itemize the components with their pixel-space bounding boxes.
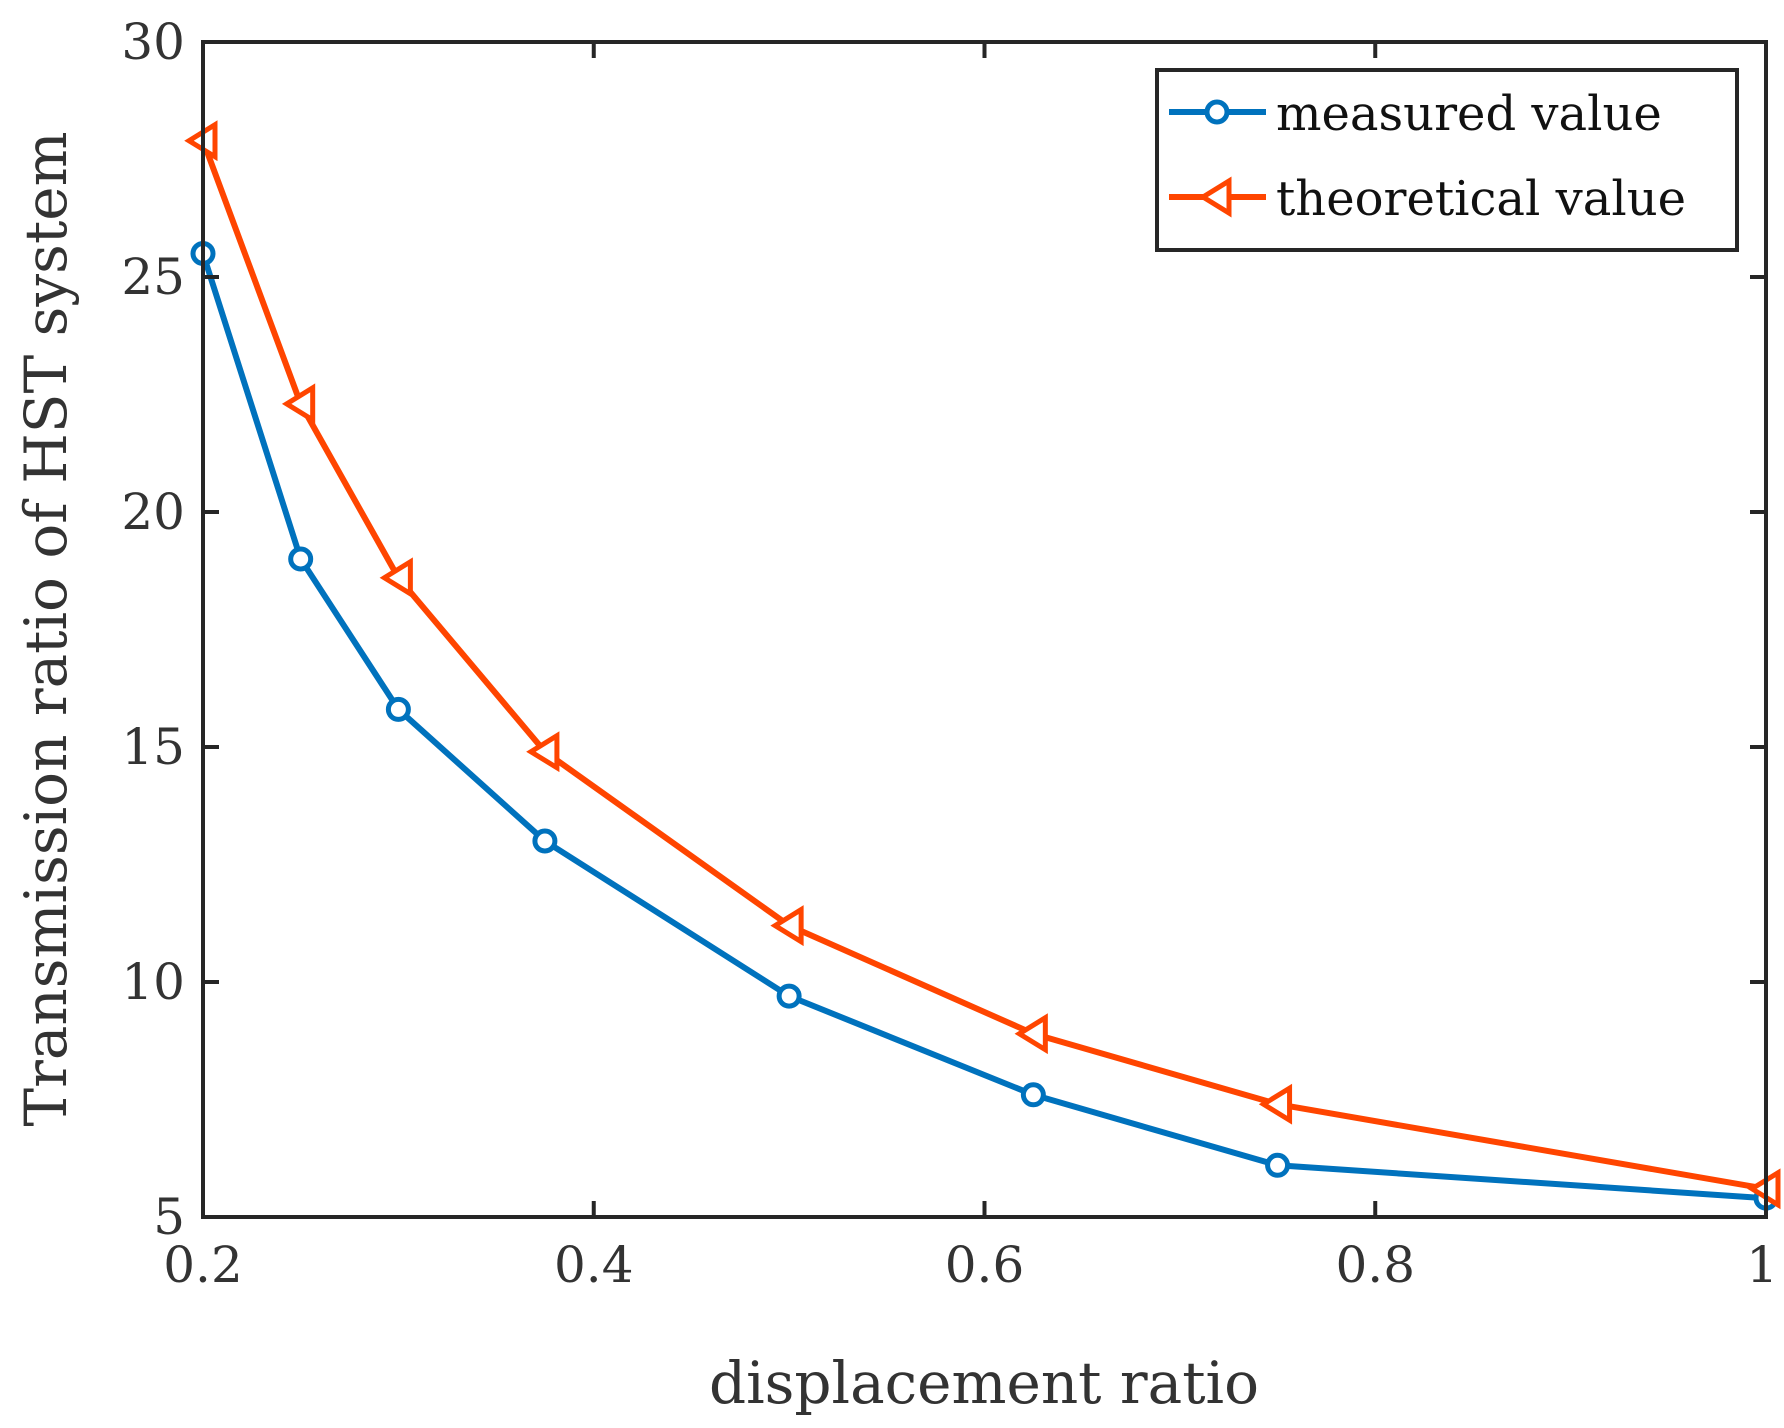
data-point-measured [1265,1152,1291,1178]
y-tick-label: 5 [153,1188,185,1246]
x-tick-label: 0.4 [554,1236,634,1294]
y-tick-label: 10 [121,953,185,1011]
series-line-theoretical [200,139,1767,1192]
data-point-theoretical [1258,1083,1293,1125]
y-axis-title: Transmission ratio of HST system [12,131,80,1126]
series-layer [184,120,1781,1211]
legend-label-measured: measured value [1276,86,1662,142]
y-tick-label: 20 [121,483,185,541]
legend-label-theoretical: theoretical value [1276,171,1686,227]
data-point-theoretical [379,557,413,599]
x-tick-label: 1 [1746,1236,1778,1294]
x-axis-title: displacement ratio [709,1349,1259,1417]
y-tick-label: 15 [121,718,185,776]
x-tick-label: 0.8 [1335,1236,1415,1294]
legend: measured value theoretical value [1155,68,1739,252]
legend-box [1155,68,1739,252]
data-point-theoretical [526,731,560,773]
data-point-measured [1020,1082,1046,1108]
x-tick-label: 0.6 [945,1236,1025,1294]
data-point-theoretical [1014,1013,1048,1055]
x-tick-label: 0.2 [163,1236,243,1294]
legend-marker-measured [1204,99,1230,125]
plot-frame [201,40,1768,1219]
data-point-measured [288,546,314,572]
data-point-measured [385,696,411,722]
y-tick-label: 25 [121,248,185,306]
data-point-theoretical [770,905,804,947]
series-line-measured [200,252,1767,1202]
y-tick-label: 30 [121,13,185,71]
data-point-measured [532,828,558,854]
data-point-measured [776,983,802,1009]
legend-marker-theoretical [1198,176,1232,218]
data-point-theoretical [281,383,316,425]
